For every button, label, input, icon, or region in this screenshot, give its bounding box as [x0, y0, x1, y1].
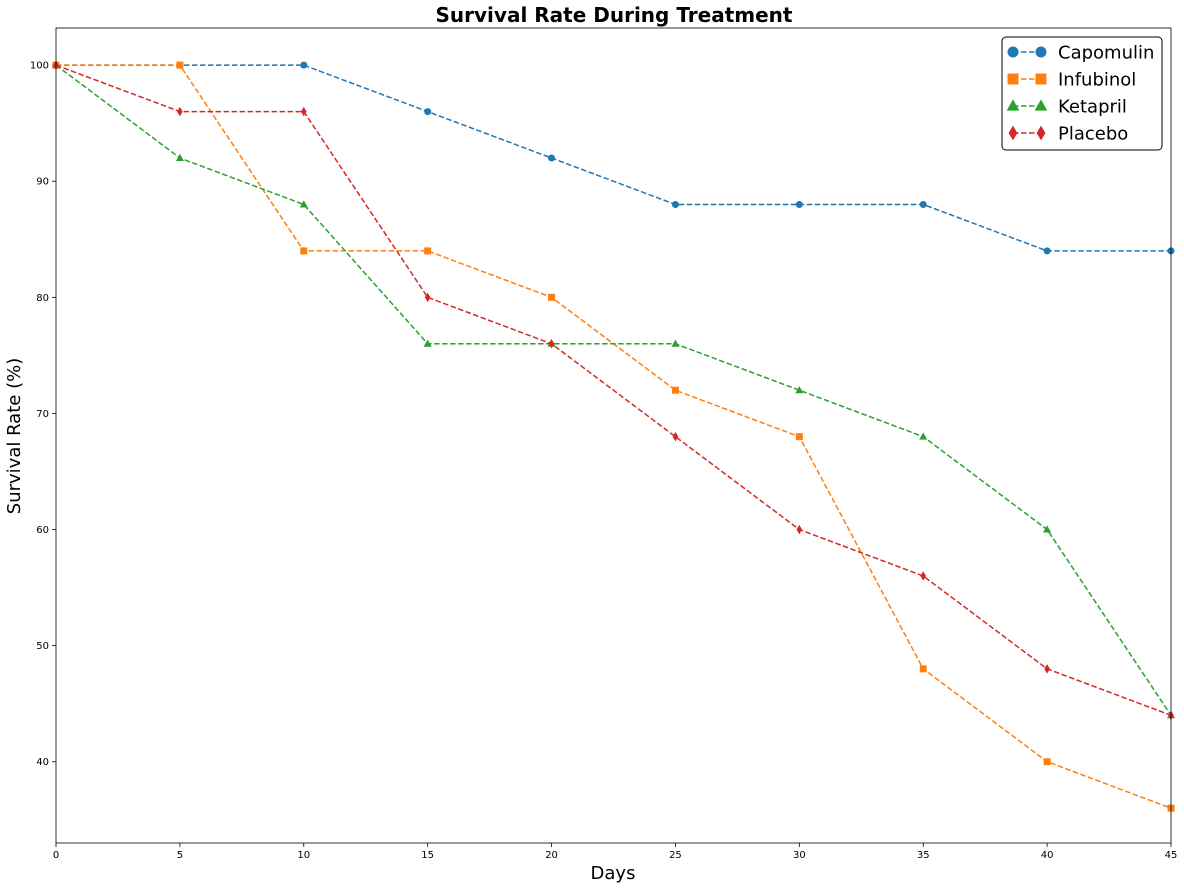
data-point-capomulin — [1043, 247, 1051, 255]
y-tick-label: 90 — [36, 177, 49, 188]
y-tick-label: 50 — [36, 641, 49, 652]
data-point-ketapril — [423, 339, 432, 347]
data-point-infubinol — [919, 665, 927, 673]
plot-area: 0 5 10 15 20 25 30 35 40 45 40 50 60 70 80 90 100 — [30, 27, 1178, 861]
x-tick-label: 40 — [1041, 850, 1054, 861]
data-point-infubinol — [671, 386, 679, 394]
legend-label-placebo: Placebo — [1058, 124, 1128, 145]
data-point-placebo — [672, 431, 679, 442]
data-point-ketapril — [1043, 525, 1052, 533]
data-point-capomulin — [919, 200, 927, 208]
x-tick-label: 15 — [421, 850, 434, 861]
data-point-infubinol — [548, 293, 556, 301]
data-point-ketapril — [919, 432, 928, 440]
legend-marker-capomulin — [1035, 46, 1047, 58]
data-point-placebo — [177, 106, 183, 117]
series-line-ketapril — [55, 64, 1172, 716]
data-point-infubinol — [300, 247, 308, 255]
data-point-ketapril — [299, 200, 308, 208]
plot-frame — [55, 27, 1172, 844]
series-line-capomulin — [56, 64, 1171, 252]
data-point-ketapril — [175, 153, 184, 162]
legend-marker-capomulin — [1007, 46, 1019, 58]
x-axis-label: Days — [591, 863, 636, 884]
data-point-placebo — [424, 292, 431, 303]
legend-label-infubinol: Infubinol — [1058, 70, 1136, 91]
legend-label-capomulin: Capomulin — [1058, 43, 1154, 64]
series-line-placebo — [55, 64, 1172, 716]
legend-label-ketapril: Ketapril — [1058, 97, 1127, 118]
series-line-infubinol — [56, 64, 1172, 809]
legend-marker-ketapril — [1006, 99, 1020, 111]
y-tick-label: 100 — [30, 61, 49, 72]
data-point-capomulin — [795, 200, 803, 208]
data-point-placebo — [548, 339, 555, 349]
legend-box — [1001, 36, 1163, 151]
y-tick-label: 40 — [36, 757, 49, 768]
data-point-infubinol — [795, 433, 803, 441]
y-tick-label: 60 — [36, 525, 49, 536]
data-point-capomulin — [300, 61, 308, 69]
legend-marker-infubinol — [1035, 73, 1047, 85]
data-point-ketapril — [671, 339, 680, 347]
x-tick-label: 35 — [917, 850, 930, 861]
data-point-placebo — [796, 524, 803, 535]
y-axis-label: Survival Rate (%) — [4, 358, 25, 514]
data-point-infubinol — [1043, 758, 1051, 766]
legend: Capomulin Infubinol Ketapril Placebo — [1001, 36, 1163, 151]
data-point-infubinol — [424, 247, 432, 255]
data-point-placebo — [1044, 664, 1050, 674]
legend-marker-infubinol — [1007, 73, 1019, 85]
x-tick-label: 5 — [177, 850, 183, 861]
x-tick-label: 25 — [669, 850, 682, 861]
y-tick-label: 70 — [36, 409, 49, 420]
x-tick-label: 20 — [545, 850, 558, 861]
data-point-ketapril — [795, 386, 804, 394]
chart-title: Survival Rate During Treatment — [436, 3, 793, 27]
legend-marker-placebo — [1036, 125, 1046, 141]
data-point-capomulin — [671, 200, 679, 208]
data-point-placebo — [300, 106, 307, 117]
data-point-infubinol — [176, 61, 184, 69]
data-point-capomulin — [548, 154, 556, 162]
x-tick-label: 30 — [793, 850, 806, 861]
legend-marker-placebo — [1008, 125, 1018, 141]
legend-marker-ketapril — [1034, 99, 1048, 111]
x-tick-label: 10 — [297, 850, 310, 861]
x-tick-label: 0 — [53, 850, 59, 861]
x-tick-label: 45 — [1165, 850, 1178, 861]
y-tick-label: 80 — [36, 293, 49, 304]
data-point-capomulin — [424, 108, 432, 116]
data-point-placebo — [920, 571, 927, 581]
